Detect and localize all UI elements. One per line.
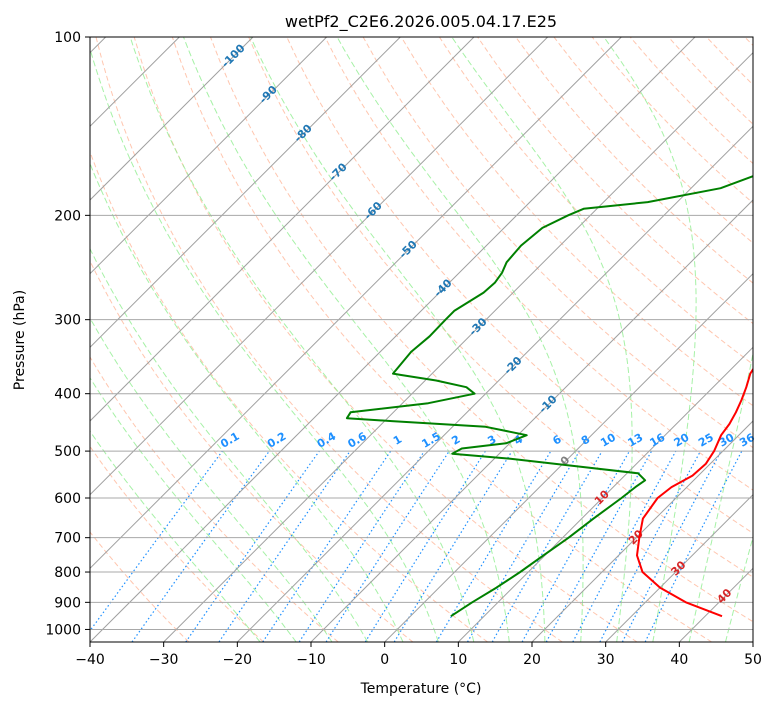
- moist-adiabat: [90, 162, 404, 642]
- dry-adiabat: [90, 445, 264, 642]
- x-tick-label: 30: [597, 652, 615, 668]
- isotherm: [310, 199, 753, 642]
- dry-adiabat: [90, 356, 339, 642]
- dry-adiabat: [515, 37, 753, 284]
- dry-adiabat: [324, 37, 753, 491]
- isotherm: [163, 51, 753, 642]
- moist-adiabat: [90, 247, 369, 642]
- x-tick-label: 0: [380, 652, 389, 668]
- y-tick-label: 300: [54, 313, 81, 329]
- x-tick-label: 40: [670, 652, 688, 668]
- x-axis: −40 −30 −20 −10 0 10 20 30 40 50: [75, 642, 762, 668]
- isotherm: [90, 37, 696, 642]
- isotherm: [90, 37, 254, 201]
- y-tick-label: 700: [54, 531, 81, 547]
- isotherm: [236, 125, 753, 642]
- isotherm: [90, 37, 622, 570]
- x-tick-label: −30: [149, 652, 179, 668]
- dry-adiabat: [210, 37, 753, 623]
- moist-adiabat: [688, 351, 753, 642]
- y-tick-label: 100: [54, 30, 81, 46]
- x-tick-label: −20: [223, 652, 253, 668]
- mixing-ratio-line: [644, 450, 743, 642]
- x-tick-label: 10: [449, 652, 467, 668]
- mixing-ratio-line: [131, 450, 270, 642]
- mixing-ratio-line: [218, 450, 351, 642]
- y-tick-label: 400: [54, 387, 81, 403]
- mixing-ratio-line: [393, 450, 513, 642]
- moist-adiabat: [90, 47, 439, 642]
- dry-adiabat: [90, 150, 488, 642]
- isotherm: [384, 272, 753, 642]
- moist-adiabat: [336, 37, 584, 642]
- temperature-profile: [636, 367, 753, 618]
- x-tick-label: 50: [744, 652, 762, 668]
- plot-background: [90, 37, 753, 642]
- sounding-profiles: [345, 175, 753, 618]
- mixing-ratio-line: [90, 450, 223, 632]
- isotherm: [605, 493, 753, 642]
- mixing-ratio-line: [298, 450, 425, 642]
- dry-adiabat: [248, 37, 753, 578]
- y-tick-label: 600: [54, 491, 81, 507]
- dry-adiabat: [400, 37, 753, 407]
- isotherm: [90, 37, 549, 496]
- moist-adiabat: [90, 317, 333, 642]
- background-lines: [90, 37, 753, 642]
- x-axis-label: Temperature (°C): [360, 681, 482, 697]
- chart-title: wetPf2_C2E6.2026.005.04.17.E25: [285, 12, 557, 32]
- isotherm: [90, 37, 328, 275]
- y-tick-label: 500: [54, 444, 81, 460]
- y-axis: 100 200 300 400 500 600 700 800 900 1000: [45, 30, 90, 638]
- y-axis-label: Pressure (hPa): [12, 290, 28, 390]
- isotherm: [457, 346, 753, 642]
- mixing-ratio-line: [262, 450, 392, 642]
- mixing-ratio-line: [325, 450, 450, 642]
- plot-frame: [89, 36, 754, 643]
- dry-adiabat: [95, 37, 563, 642]
- mixing-ratio-line: [185, 450, 320, 642]
- moist-adiabat: [603, 37, 697, 642]
- isotherm: [531, 420, 753, 642]
- dewpoint-profile: [345, 175, 753, 618]
- y-tick-label: 1000: [45, 622, 81, 638]
- dry-adiabat: [90, 531, 190, 642]
- moist-adiabat: [90, 376, 297, 642]
- y-tick-label: 800: [54, 565, 81, 581]
- dry-adiabat: [438, 37, 753, 366]
- x-tick-label: −40: [75, 652, 105, 668]
- moist-adiabat: [183, 37, 510, 642]
- mixing-ratio-line: [572, 450, 677, 642]
- x-tick-label: 20: [523, 652, 541, 668]
- x-tick-label: −10: [296, 652, 326, 668]
- dry-adiabat: [133, 37, 638, 642]
- moist-adiabat: [725, 535, 753, 642]
- moist-adiabat: [250, 37, 546, 642]
- y-tick-label: 900: [54, 595, 81, 611]
- isotherm: [90, 37, 475, 422]
- dry-adiabat: [171, 37, 712, 642]
- isotherm: [90, 37, 401, 349]
- y-tick-label: 200: [54, 208, 81, 224]
- mixing-ratio-line: [521, 450, 631, 642]
